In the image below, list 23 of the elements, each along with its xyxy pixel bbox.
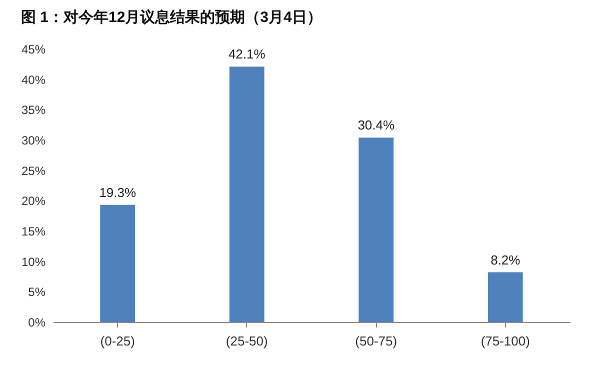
x-tick-label: (25-50) <box>226 334 268 348</box>
y-tick-label: 40% <box>21 72 46 87</box>
data-label: 8.2% <box>490 252 521 268</box>
y-tick-label: 10% <box>21 254 46 269</box>
bar <box>358 138 394 322</box>
y-tick-label: 20% <box>21 194 46 208</box>
bar <box>100 204 136 322</box>
y-tick-label: 45% <box>21 42 46 56</box>
bar <box>488 272 523 322</box>
y-tick-label: 25% <box>21 164 46 178</box>
y-tick-label: 35% <box>21 103 46 118</box>
data-label: 19.3% <box>99 184 136 200</box>
x-tick-label: (0-25) <box>100 334 135 348</box>
data-label: 30.4% <box>358 118 395 133</box>
chart-title: 图 1：对今年12月议息结果的预期（3月4日） <box>20 8 322 26</box>
bar <box>229 66 264 322</box>
y-tick-label: 30% <box>21 134 46 148</box>
x-tick-label: (75-100) <box>480 334 530 348</box>
y-tick-label: 5% <box>28 285 46 300</box>
y-tick-label: 0% <box>28 316 46 330</box>
y-tick-label: 15% <box>21 224 46 238</box>
data-label: 42.1% <box>228 46 266 62</box>
x-tick-label: (50-75) <box>355 334 398 348</box>
